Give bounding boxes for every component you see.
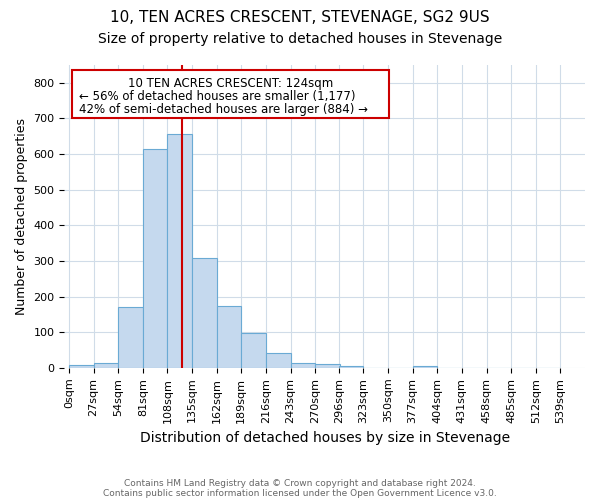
- Bar: [266, 353, 290, 368]
- FancyBboxPatch shape: [71, 70, 389, 118]
- Bar: [315, 364, 340, 368]
- Bar: [143, 149, 167, 368]
- Text: Contains public sector information licensed under the Open Government Licence v3: Contains public sector information licen…: [103, 488, 497, 498]
- Text: Contains HM Land Registry data © Crown copyright and database right 2024.: Contains HM Land Registry data © Crown c…: [124, 478, 476, 488]
- Bar: [94, 364, 118, 368]
- Bar: [413, 366, 437, 368]
- X-axis label: Distribution of detached houses by size in Stevenage: Distribution of detached houses by size …: [140, 431, 510, 445]
- Bar: [339, 366, 364, 368]
- Bar: [69, 365, 94, 368]
- Text: 10, TEN ACRES CRESCENT, STEVENAGE, SG2 9US: 10, TEN ACRES CRESCENT, STEVENAGE, SG2 9…: [110, 10, 490, 25]
- Bar: [118, 306, 143, 368]
- Text: ← 56% of detached houses are smaller (1,177): ← 56% of detached houses are smaller (1,…: [79, 90, 355, 103]
- Bar: [217, 306, 241, 368]
- Bar: [167, 134, 192, 368]
- Bar: [192, 258, 217, 368]
- Y-axis label: Number of detached properties: Number of detached properties: [15, 118, 28, 315]
- Text: Size of property relative to detached houses in Stevenage: Size of property relative to detached ho…: [98, 32, 502, 46]
- Text: 10 TEN ACRES CRESCENT: 124sqm: 10 TEN ACRES CRESCENT: 124sqm: [128, 77, 333, 90]
- Bar: [290, 362, 315, 368]
- Text: 42% of semi-detached houses are larger (884) →: 42% of semi-detached houses are larger (…: [79, 104, 368, 117]
- Bar: [241, 333, 266, 368]
